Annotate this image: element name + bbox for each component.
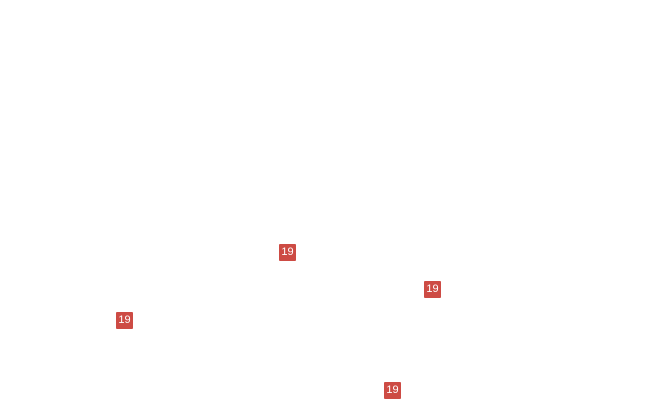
map-marker-count-badge[interactable]: 19 bbox=[279, 244, 296, 261]
map-marker-count-badge[interactable]: 19 bbox=[116, 312, 133, 329]
map-marker-count-badge[interactable]: 19 bbox=[424, 281, 441, 298]
map-marker-count-badge[interactable]: 19 bbox=[384, 382, 401, 399]
